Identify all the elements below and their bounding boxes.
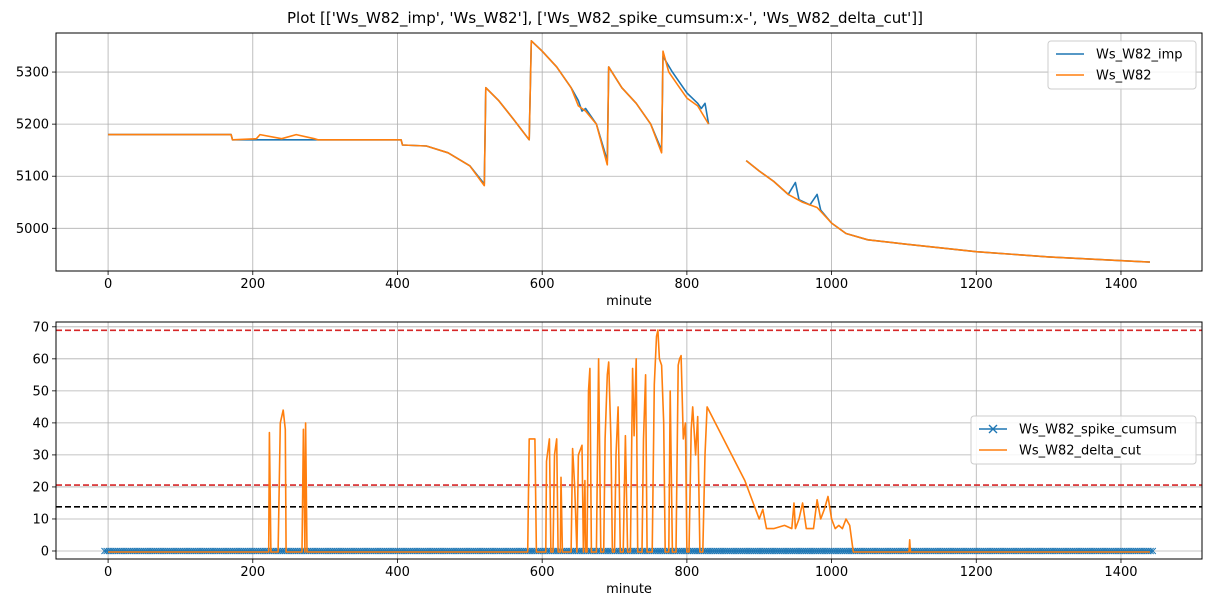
bottom-plot-frame [55,321,1203,560]
series-line-Ws_W82_imp [108,40,1150,263]
x-tick-label: 200 [240,565,265,580]
legend-marker [988,424,998,434]
y-tick-label: 20 [32,480,49,495]
legend-box [1047,40,1197,90]
bottom-x-axis-label: minute [606,582,652,597]
legend-label: Ws_W82_spike_cumsum [1019,423,1177,438]
x-tick-label: 800 [674,565,699,580]
x-tick-label: 200 [240,277,265,292]
y-tick-label: 30 [32,448,49,463]
top-series [108,40,1150,263]
series-line-Ws_W82 [108,40,1150,263]
y-tick-label: 5100 [16,170,49,185]
x-tick-label: 400 [385,565,410,580]
bottom-plot: 0 200 400 600 800 1000 1200 1400 0 10 20 30 40 50 60 7… [32,320,1203,597]
x-tick-label: 1200 [960,565,993,580]
top-x-ticks: 0 200 400 600 800 1000 1200 1400 [104,271,1138,292]
x-tick-label: 0 [104,565,112,580]
x-tick-label: 1000 [815,565,848,580]
bottom-x-ticks: 0 200 400 600 800 1000 1200 1400 [104,559,1138,580]
x-tick-label: 800 [674,277,699,292]
y-tick-label: 40 [32,416,49,431]
legend-label: Ws_W82 [1096,69,1152,84]
series-line-Ws_W82_delta_cut [108,329,1150,553]
top-x-axis-label: minute [606,294,652,309]
bottom-hlines [56,329,1202,508]
top-legend: Ws_W82_imp Ws_W82 [1047,40,1197,90]
y-tick-label: 0 [41,544,49,559]
bottom-legend: Ws_W82_spike_cumsum Ws_W82_delta_cut [970,415,1197,465]
x-tick-label: 0 [104,277,112,292]
x-tick-label: 1200 [960,277,993,292]
x-tick-label: 1400 [1104,277,1137,292]
bottom-series [101,329,1157,555]
x-tick-label: 600 [530,277,555,292]
x-tick-label: 1400 [1104,565,1137,580]
series-marker [1147,547,1154,555]
x-tick-label: 1000 [815,277,848,292]
x-tick-label: 400 [385,277,410,292]
y-tick-label: 60 [32,352,49,367]
top-y-ticks: 5000 5100 5200 5300 [16,66,56,237]
series-markers-Ws_W82_spike_cumsum [101,547,1157,555]
series-marker [1149,547,1157,555]
y-tick-label: 5300 [16,66,49,81]
y-tick-label: 10 [32,512,49,527]
y-tick-label: 70 [32,320,49,335]
legend-label: Ws_W82_delta_cut [1019,444,1141,459]
y-tick-label: 5000 [16,222,49,237]
top-plot: 0 200 400 600 800 1000 1200 1400 5000 5100 5200 53… [16,32,1203,309]
top-grid [56,33,1202,271]
legend-label: Ws_W82_imp [1096,48,1183,63]
bottom-y-ticks: 0 10 20 30 40 50 60 70 [32,320,56,559]
y-tick-label: 50 [32,384,49,399]
y-tick-label: 5200 [16,118,49,133]
top-plot-frame [55,32,1203,272]
x-tick-label: 600 [530,565,555,580]
legend-box [970,415,1197,465]
figure-title: Plot [['Ws_W82_imp', 'Ws_W82'], ['Ws_W82… [287,9,923,28]
